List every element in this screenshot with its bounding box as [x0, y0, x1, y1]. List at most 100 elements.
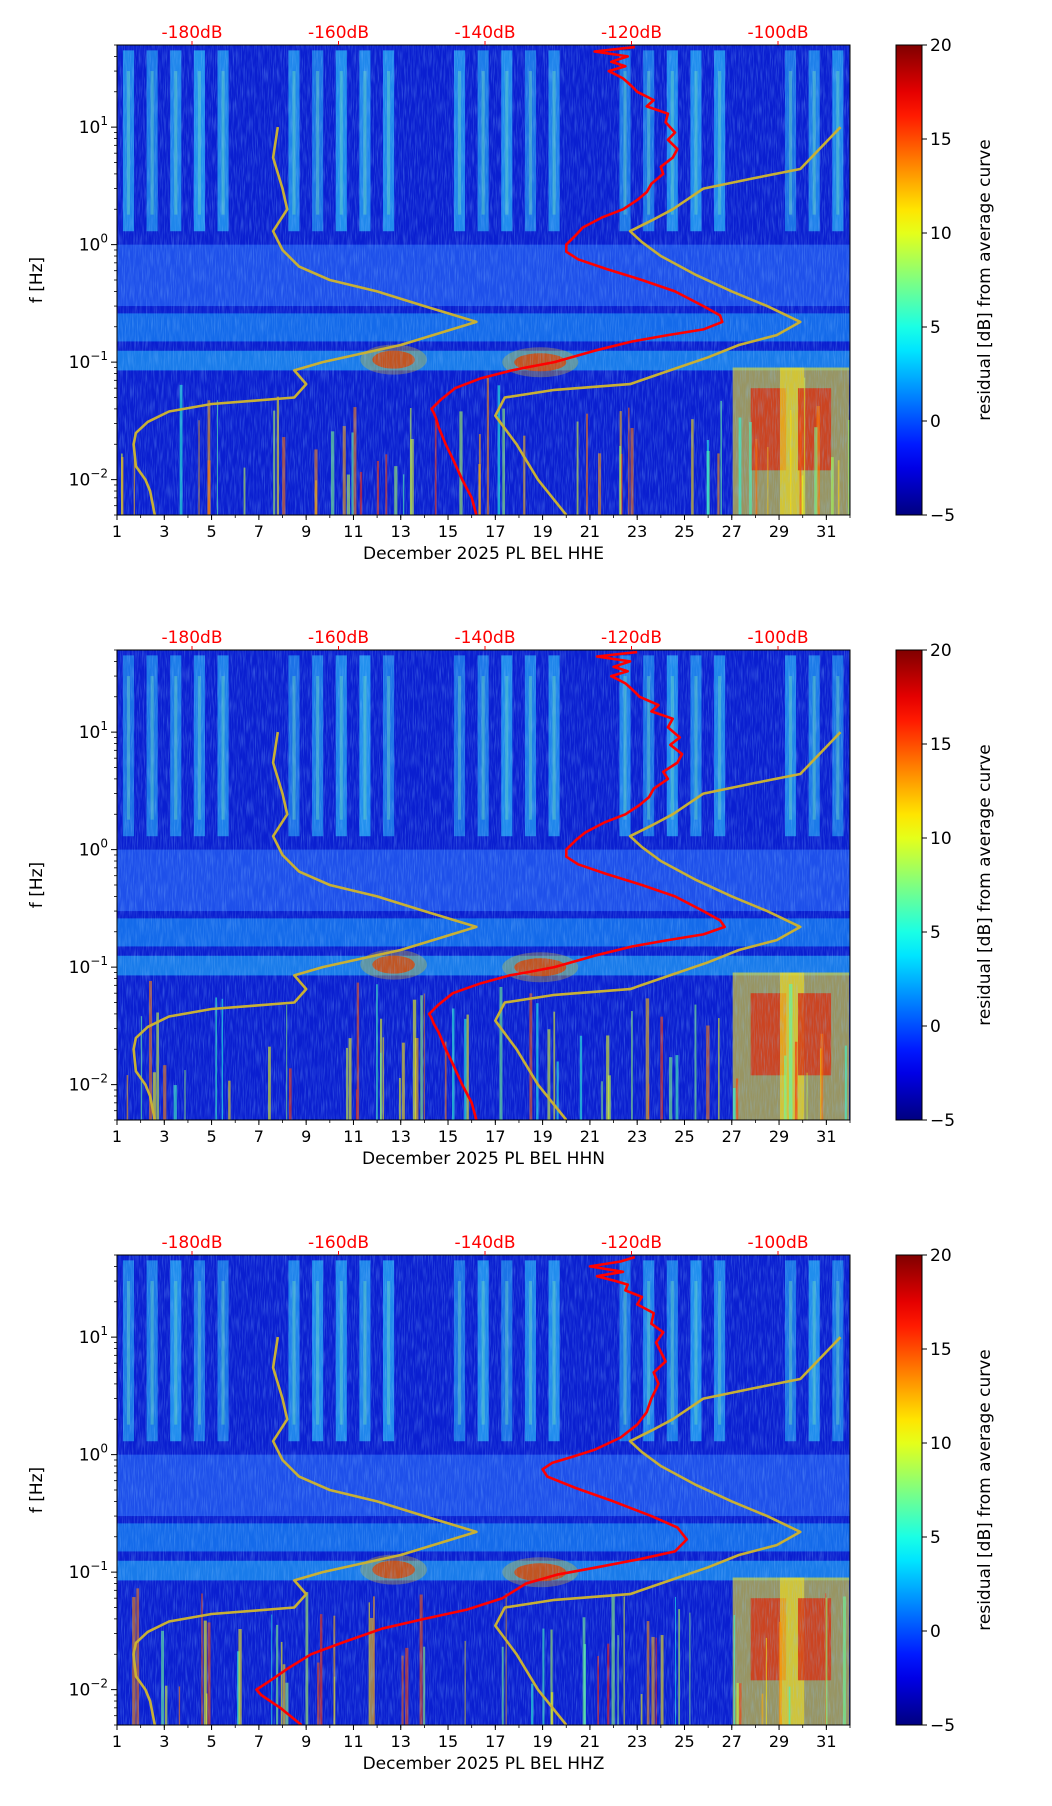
spectrogram	[117, 1255, 850, 1725]
x-tick-label: 27	[722, 522, 742, 541]
x-tick-label: 17	[485, 522, 505, 541]
x-tick-label: 29	[769, 522, 789, 541]
x-tick-label: 29	[769, 1732, 789, 1751]
x-tick-label: 7	[254, 522, 264, 541]
x-tick-label: 25	[674, 522, 694, 541]
top-db-label: -160dB	[308, 1233, 369, 1253]
psd-curve	[427, 650, 727, 1120]
x-tick-label: 5	[206, 522, 216, 541]
x-tick-label: 19	[532, 1732, 552, 1751]
x-tick-label: 29	[769, 1127, 789, 1146]
x-tick-label: 21	[580, 522, 600, 541]
colorbar-gradient	[895, 649, 923, 1121]
x-axis-label: December 2025 PL BEL HHZ	[363, 1754, 605, 1774]
x-tick-label: 21	[580, 1732, 600, 1751]
y-tick-label: 10−2	[69, 1677, 108, 1701]
x-axis-label: December 2025 PL BEL HHE	[363, 544, 604, 564]
x-tick-label: 25	[674, 1732, 694, 1751]
top-db-label: -100dB	[747, 628, 808, 648]
x-tick-label: 23	[627, 522, 647, 541]
colorbar-tick-label: 10	[930, 1434, 952, 1454]
colorbar-tick-label: 5	[930, 923, 941, 943]
colorbar: 20 15 10 5 0 −5 residual [dB] from average cur…	[895, 1246, 995, 1736]
y-axis-label: f [Hz]	[27, 862, 47, 908]
y-tick-label: 100	[79, 1442, 108, 1466]
top-db-label: -180dB	[161, 628, 222, 648]
y-axis-label: f [Hz]	[27, 1467, 47, 1513]
colorbar-gradient	[895, 44, 923, 516]
x-tick-label: 9	[301, 1127, 311, 1146]
colorbar-label: residual [dB] from average curve	[975, 139, 995, 420]
x-tick-label: 11	[343, 522, 363, 541]
colorbar: 20 15 10 5 0 −5 residual [dB] from average cur…	[895, 641, 995, 1131]
x-tick-label: 9	[301, 522, 311, 541]
top-db-label: -140dB	[454, 628, 515, 648]
x-tick-label: 17	[485, 1732, 505, 1751]
x-tick-label: 7	[254, 1127, 264, 1146]
x-tick-label: 31	[816, 522, 836, 541]
top-db-label: -100dB	[747, 23, 808, 43]
y-tick-label: 101	[79, 719, 108, 743]
y-tick-label: 10−1	[69, 1559, 108, 1583]
colorbar-tick-label: 5	[930, 318, 941, 338]
colorbar-tick-label: 20	[930, 1246, 952, 1266]
x-tick-label: 1	[112, 522, 122, 541]
x-tick-label: 27	[722, 1127, 742, 1146]
top-db-label: -120dB	[601, 628, 662, 648]
top-db-label: -180dB	[161, 23, 222, 43]
x-tick-label: 15	[438, 522, 458, 541]
x-tick-label: 23	[627, 1732, 647, 1751]
colorbar-tick-label: 15	[930, 735, 952, 755]
y-tick-label: 100	[79, 232, 108, 256]
x-tick-label: 5	[206, 1732, 216, 1751]
x-tick-label: 7	[254, 1732, 264, 1751]
colorbar-tick-label: 10	[930, 829, 952, 849]
x-tick-label: 11	[343, 1127, 363, 1146]
y-tick-label: 10−2	[69, 1072, 108, 1096]
y-tick-label: 10−1	[69, 954, 108, 978]
colorbar-tick-label: 0	[930, 412, 941, 432]
noise-overlay	[117, 45, 850, 515]
noise-overlay	[117, 1255, 850, 1725]
x-tick-label: 15	[438, 1127, 458, 1146]
y-tick-label: 101	[79, 1324, 108, 1348]
y-tick-label: 10−2	[69, 467, 108, 491]
top-db-label: -140dB	[454, 23, 515, 43]
noise-overlay	[117, 650, 850, 1120]
model-curve	[132, 126, 478, 515]
colorbar-tick-label: 0	[930, 1622, 941, 1642]
x-tick-label: 23	[627, 1127, 647, 1146]
x-tick-label: 19	[532, 1127, 552, 1146]
x-tick-label: 17	[485, 1127, 505, 1146]
spectrogram	[117, 45, 850, 515]
top-db-label: -140dB	[454, 1233, 515, 1253]
psd-curve	[430, 45, 724, 515]
x-tick-label: 9	[301, 1732, 311, 1751]
x-tick-label: 13	[391, 1732, 411, 1751]
x-tick-label: 3	[159, 1127, 169, 1146]
x-tick-label: 1	[112, 1732, 122, 1751]
x-tick-label: 1	[112, 1127, 122, 1146]
top-db-label: -160dB	[308, 628, 369, 648]
model-curve	[132, 1336, 478, 1725]
x-tick-label: 31	[816, 1732, 836, 1751]
colorbar-tick-label: 20	[930, 36, 952, 56]
spectrogram	[117, 650, 850, 1120]
model-curve	[493, 731, 842, 1120]
colorbar-tick-label: −5	[930, 1716, 955, 1736]
top-db-label: -180dB	[161, 1233, 222, 1253]
colorbar-tick-label: 15	[930, 1340, 952, 1360]
x-tick-label: 13	[391, 522, 411, 541]
x-tick-label: 25	[674, 1127, 694, 1146]
colorbar-label: residual [dB] from average curve	[975, 1349, 995, 1630]
top-db-label: -120dB	[601, 23, 662, 43]
x-tick-label: 19	[532, 522, 552, 541]
y-tick-label: 100	[79, 837, 108, 861]
x-tick-label: 3	[159, 1732, 169, 1751]
x-axis-label: December 2025 PL BEL HHN	[362, 1149, 605, 1169]
model-curve	[493, 1336, 842, 1725]
